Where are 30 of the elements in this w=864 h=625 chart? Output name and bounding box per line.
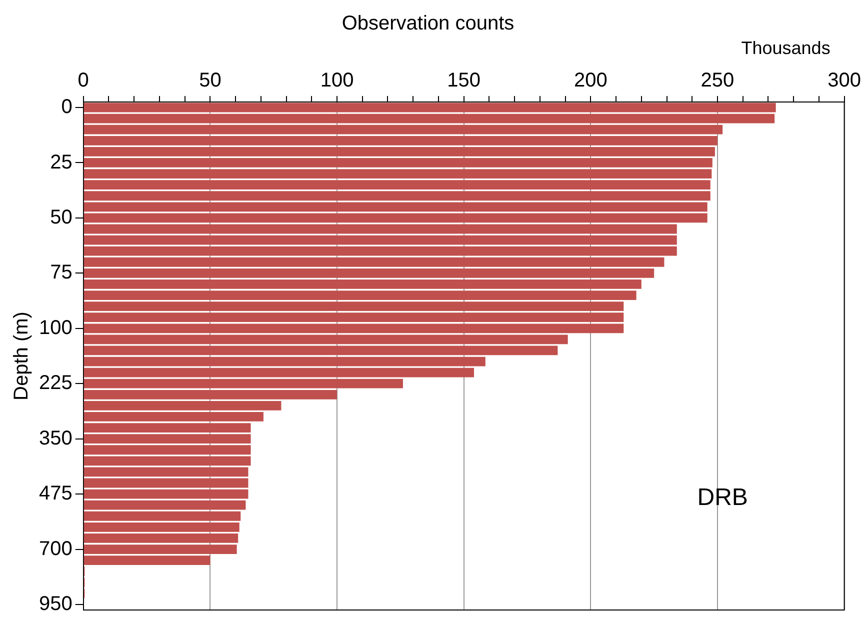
x-tick-label: 250: [700, 70, 734, 92]
y-tick-label: 700: [38, 538, 72, 560]
bar: [84, 489, 248, 499]
bar: [84, 213, 708, 223]
bar: [84, 346, 558, 356]
annotation: DRB: [697, 484, 748, 511]
x-tick-label: 200: [574, 70, 608, 92]
bar: [84, 235, 677, 245]
y-tick-label: 75: [50, 262, 72, 284]
y-tick-label: 950: [38, 592, 72, 615]
x-tick-label: 50: [199, 70, 222, 92]
y-tick-label: 350: [38, 427, 72, 450]
y-tick-label: 25: [50, 151, 72, 174]
y-tick-label: 475: [38, 482, 72, 505]
bar: [84, 356, 486, 366]
chart-title: Observation counts: [342, 12, 514, 35]
text: Thousands: [741, 38, 830, 58]
y-tick-label: 0: [61, 96, 72, 118]
x-tick-label: 300: [828, 70, 862, 92]
x-tick-label: 100: [320, 70, 354, 92]
x-tick-label: 0: [78, 70, 89, 92]
y-tick-label: 50: [50, 206, 72, 228]
x-tick-label: 150: [447, 70, 481, 92]
y-tick-label: 225: [38, 372, 72, 394]
bar: [84, 224, 677, 234]
y-axis-title: Depth (m): [10, 312, 33, 400]
y-tick-label: 100: [38, 316, 72, 339]
bar: [84, 478, 248, 488]
bar: [84, 102, 776, 112]
bar: [84, 467, 248, 477]
